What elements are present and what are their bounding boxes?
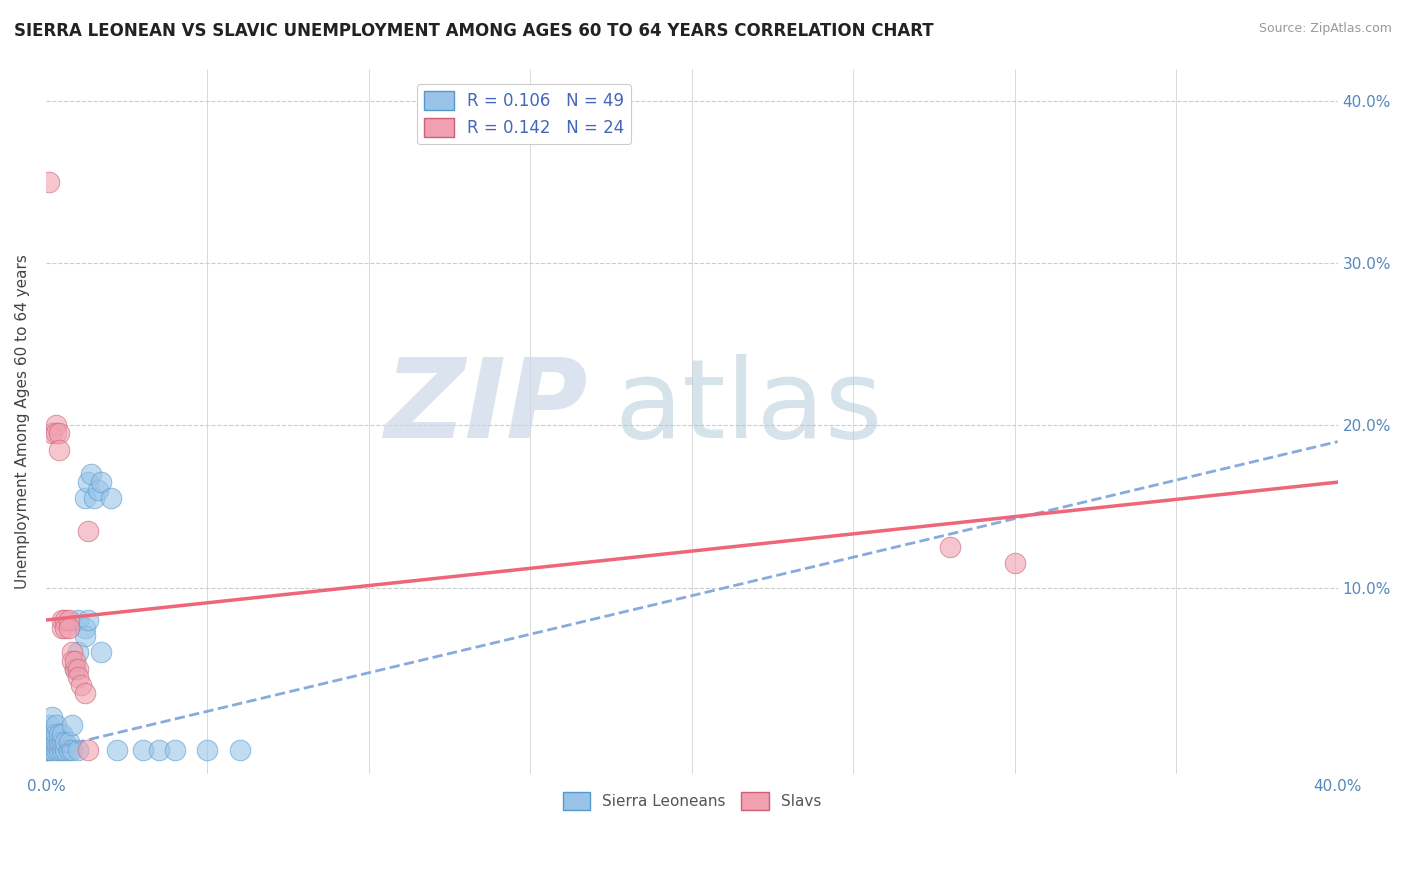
- Point: [35, 743, 58, 757]
- Point: [48, 743, 70, 757]
- Point: [45, 426, 67, 441]
- Point: [41, 426, 63, 441]
- Point: [48, 726, 70, 740]
- Point: [35, 739, 58, 754]
- Point: [58, 743, 80, 757]
- Point: [83, 491, 105, 506]
- Point: [67, 743, 90, 757]
- Point: [45, 418, 67, 433]
- Point: [67, 613, 90, 627]
- Point: [63, 654, 86, 668]
- Point: [67, 670, 90, 684]
- Point: [38, 175, 60, 189]
- Point: [41, 734, 63, 748]
- Point: [41, 726, 63, 740]
- Point: [63, 662, 86, 676]
- Point: [77, 475, 100, 490]
- Point: [148, 743, 170, 757]
- Point: [51, 734, 73, 748]
- Point: [939, 540, 962, 554]
- Point: [80, 467, 103, 481]
- Point: [41, 743, 63, 757]
- Point: [45, 734, 67, 748]
- Point: [60, 743, 83, 757]
- Point: [60, 654, 83, 668]
- Text: SIERRA LEONEAN VS SLAVIC UNEMPLOYMENT AMONG AGES 60 TO 64 YEARS CORRELATION CHAR: SIERRA LEONEAN VS SLAVIC UNEMPLOYMENT AM…: [14, 22, 934, 40]
- Point: [132, 743, 155, 757]
- Point: [77, 743, 100, 757]
- Point: [53, 613, 76, 627]
- Point: [105, 743, 128, 757]
- Point: [51, 621, 73, 635]
- Point: [53, 621, 76, 635]
- Point: [53, 734, 76, 748]
- Point: [73, 629, 96, 643]
- Point: [67, 662, 90, 676]
- Point: [63, 662, 86, 676]
- Point: [51, 726, 73, 740]
- Point: [60, 645, 83, 659]
- Point: [90, 475, 112, 490]
- Point: [35, 743, 58, 757]
- Y-axis label: Unemployment Among Ages 60 to 64 years: Unemployment Among Ages 60 to 64 years: [15, 254, 30, 589]
- Point: [38, 743, 60, 757]
- Point: [38, 726, 60, 740]
- Point: [48, 442, 70, 457]
- Text: Source: ZipAtlas.com: Source: ZipAtlas.com: [1258, 22, 1392, 36]
- Point: [48, 734, 70, 748]
- Point: [100, 491, 122, 506]
- Point: [45, 726, 67, 740]
- Point: [86, 483, 108, 498]
- Text: atlas: atlas: [614, 354, 883, 460]
- Point: [77, 524, 100, 538]
- Point: [77, 613, 100, 627]
- Point: [73, 686, 96, 700]
- Point: [60, 718, 83, 732]
- Point: [197, 743, 219, 757]
- Legend: Sierra Leoneans, Slavs: Sierra Leoneans, Slavs: [557, 786, 827, 816]
- Point: [70, 678, 93, 692]
- Text: ZIP: ZIP: [385, 354, 589, 460]
- Point: [58, 734, 80, 748]
- Point: [53, 743, 76, 757]
- Point: [38, 718, 60, 732]
- Point: [165, 743, 187, 757]
- Point: [41, 710, 63, 724]
- Point: [45, 743, 67, 757]
- Point: [51, 743, 73, 757]
- Point: [38, 734, 60, 748]
- Point: [1004, 556, 1026, 570]
- Point: [90, 645, 112, 659]
- Point: [35, 738, 58, 752]
- Point: [73, 621, 96, 635]
- Point: [45, 718, 67, 732]
- Point: [73, 491, 96, 506]
- Point: [48, 426, 70, 441]
- Point: [67, 645, 90, 659]
- Point: [58, 621, 80, 635]
- Point: [228, 743, 250, 757]
- Point: [51, 613, 73, 627]
- Point: [58, 613, 80, 627]
